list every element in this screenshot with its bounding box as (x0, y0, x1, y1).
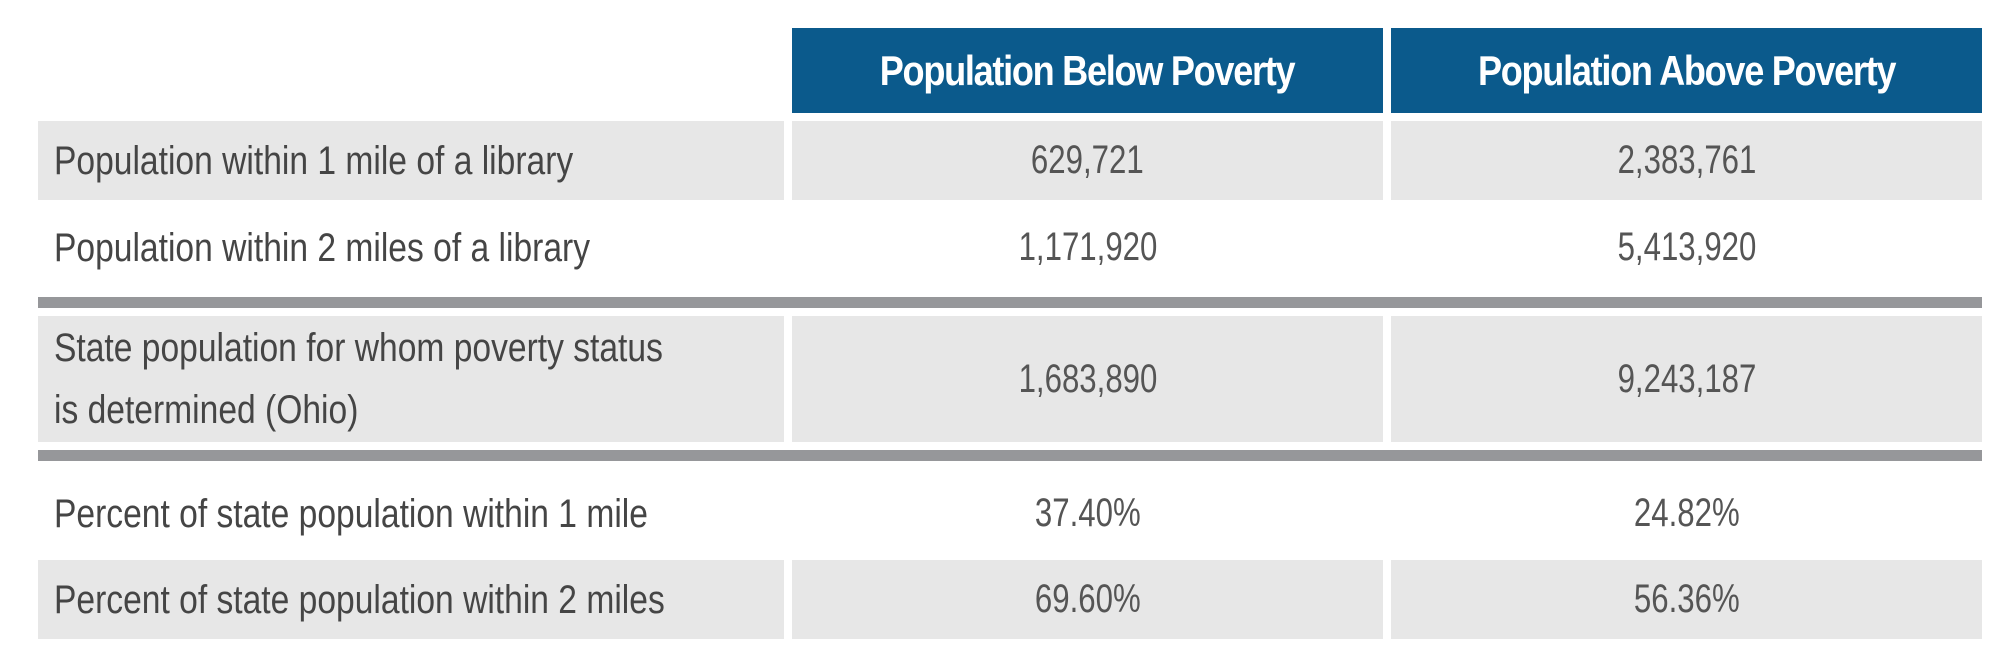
row-4-below: 37.40% (792, 474, 1383, 553)
row-3-below-text: 1,683,890 (1018, 356, 1157, 401)
row-3-label-text: State population for whom poverty status… (54, 326, 663, 432)
row-2-above: 5,413,920 (1391, 208, 1982, 287)
header-below-poverty-text: Population Below Poverty (880, 46, 1296, 94)
row-1-below: 629,721 (792, 121, 1383, 200)
section-divider-1 (38, 297, 1982, 308)
row-1-above: 2,383,761 (1391, 121, 1982, 200)
row-5-label-text: Percent of state population within 2 mil… (54, 577, 665, 622)
row-3-above-text: 9,243,187 (1617, 356, 1756, 401)
row-5-below: 69.60% (792, 560, 1383, 639)
row-5-label: Percent of state population within 2 mil… (38, 560, 784, 639)
row-2-below-text: 1,171,920 (1018, 225, 1157, 269)
row-3-label: State population for whom poverty status… (38, 316, 784, 442)
row-2-above-text: 5,413,920 (1617, 225, 1756, 269)
row-2-label-text: Population within 2 miles of a library (54, 225, 590, 270)
section-divider-2 (38, 450, 1982, 461)
row-5-below-text: 69.60% (1034, 577, 1141, 621)
row-4-label-text: Percent of state population within 1 mil… (54, 491, 648, 536)
header-above-poverty: Population Above Poverty (1391, 28, 1982, 113)
row-1-above-text: 2,383,761 (1617, 138, 1756, 182)
row-1-label: Population within 1 mile of a library (38, 121, 784, 200)
header-below-poverty: Population Below Poverty (792, 28, 1383, 113)
row-4-below-text: 37.40% (1034, 491, 1141, 535)
row-3-below: 1,683,890 (792, 316, 1383, 442)
row-1-below-text: 629,721 (1031, 138, 1144, 182)
row-4-above: 24.82% (1391, 474, 1982, 553)
row-3-above: 9,243,187 (1391, 316, 1982, 442)
header-above-poverty-text: Population Above Poverty (1477, 46, 1897, 94)
row-5-above-text: 56.36% (1633, 577, 1740, 621)
row-5-above: 56.36% (1391, 560, 1982, 639)
row-1-label-text: Population within 1 mile of a library (54, 138, 574, 183)
row-4-above-text: 24.82% (1633, 491, 1740, 535)
row-2-below: 1,171,920 (792, 208, 1383, 287)
row-2-label: Population within 2 miles of a library (38, 208, 784, 287)
row-4-label: Percent of state population within 1 mil… (38, 474, 784, 553)
